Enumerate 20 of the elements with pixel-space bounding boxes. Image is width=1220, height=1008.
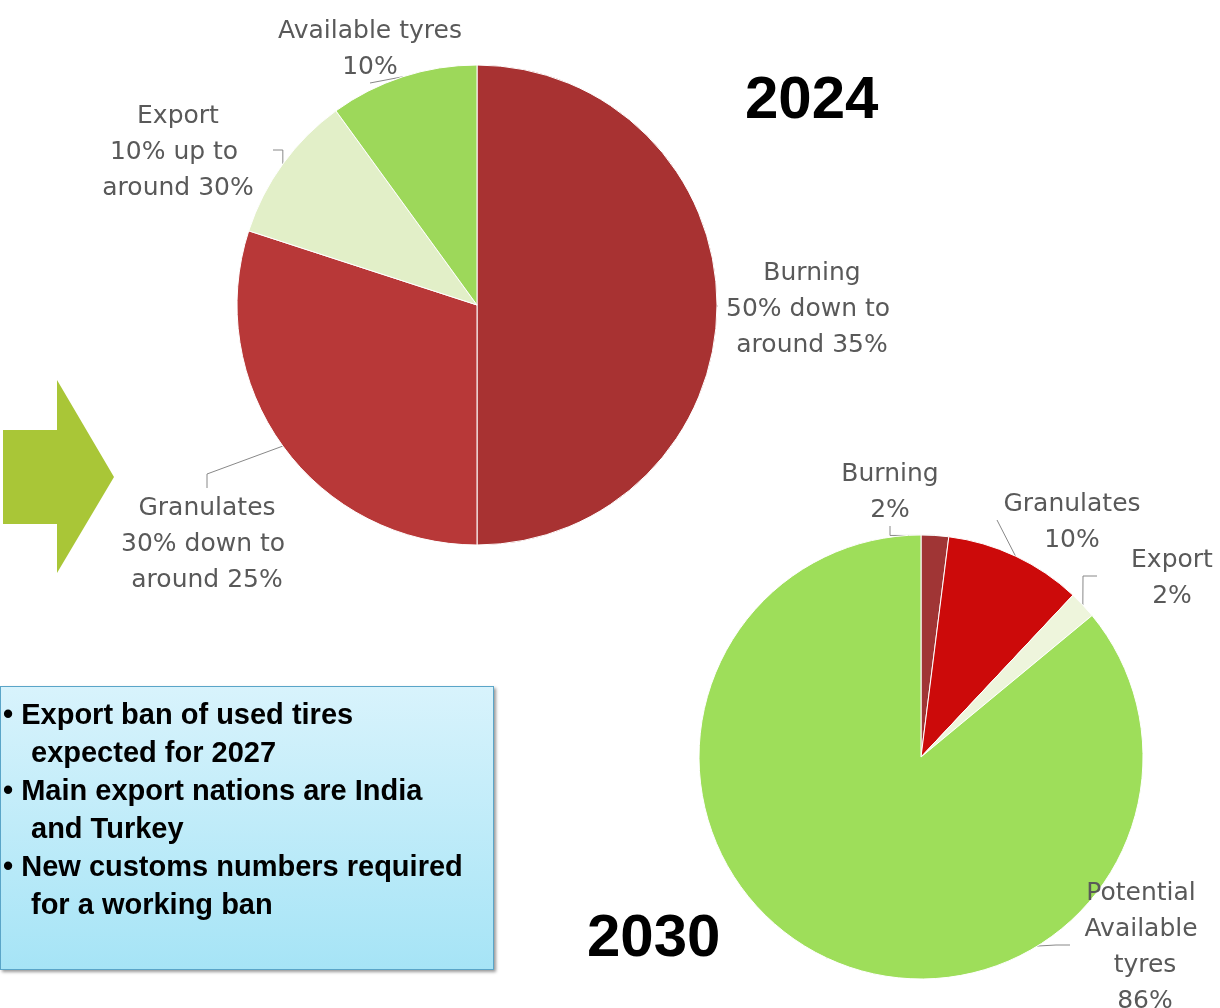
data-label: 2%	[870, 493, 910, 523]
data-label: 10%	[1044, 523, 1100, 553]
text: 2024	[745, 63, 880, 131]
data-label: 10% up to around 30%	[102, 135, 254, 201]
data-label: 10%	[342, 50, 398, 80]
slice-label: Burning	[763, 256, 861, 286]
data-label: 86%	[1117, 984, 1173, 1008]
text: • Main export nations are India and Turkey	[3, 773, 424, 846]
text: • New customs numbers required for a working ban	[3, 849, 464, 922]
slice-label: Available tyres	[278, 14, 462, 44]
data-label: 2%	[1152, 579, 1192, 609]
slice-label: Burning	[841, 457, 939, 487]
data-label: 50% down to around 35%	[726, 292, 898, 358]
slice-label: Export	[1131, 543, 1214, 573]
data-label: 30% down to around 25%	[121, 527, 293, 593]
text: • Export ban of used tires expected for 2027	[3, 697, 355, 770]
slice-label: Granulates	[1003, 487, 1141, 517]
slice-label: Granulates	[138, 491, 276, 521]
slice-label: Export	[137, 99, 220, 129]
text: 2030	[587, 901, 721, 969]
